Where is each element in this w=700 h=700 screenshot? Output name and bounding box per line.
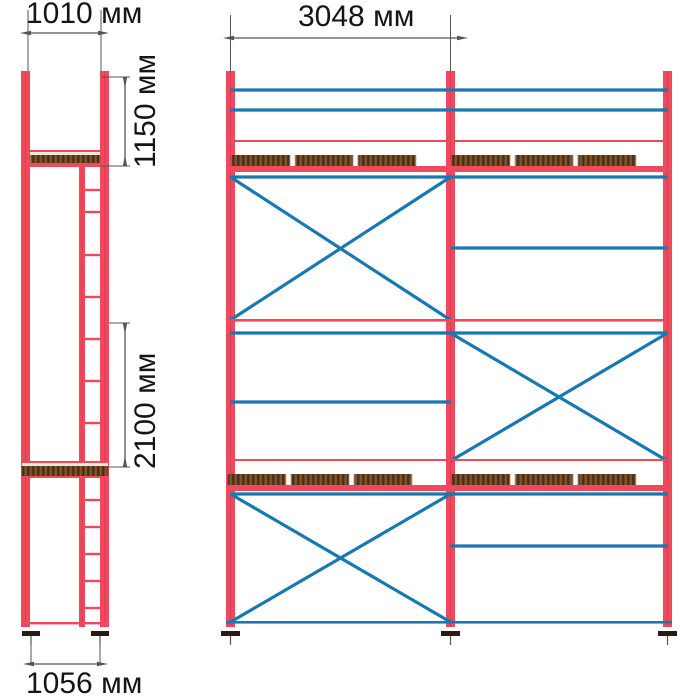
svg-text:3048 мм: 3048 мм: [298, 0, 414, 33]
svg-text:2100 мм: 2100 мм: [129, 353, 162, 469]
svg-text:1056 мм: 1056 мм: [26, 667, 142, 700]
svg-text:1010 мм: 1010 мм: [26, 0, 142, 30]
svg-text:1150 мм: 1150 мм: [129, 54, 162, 168]
